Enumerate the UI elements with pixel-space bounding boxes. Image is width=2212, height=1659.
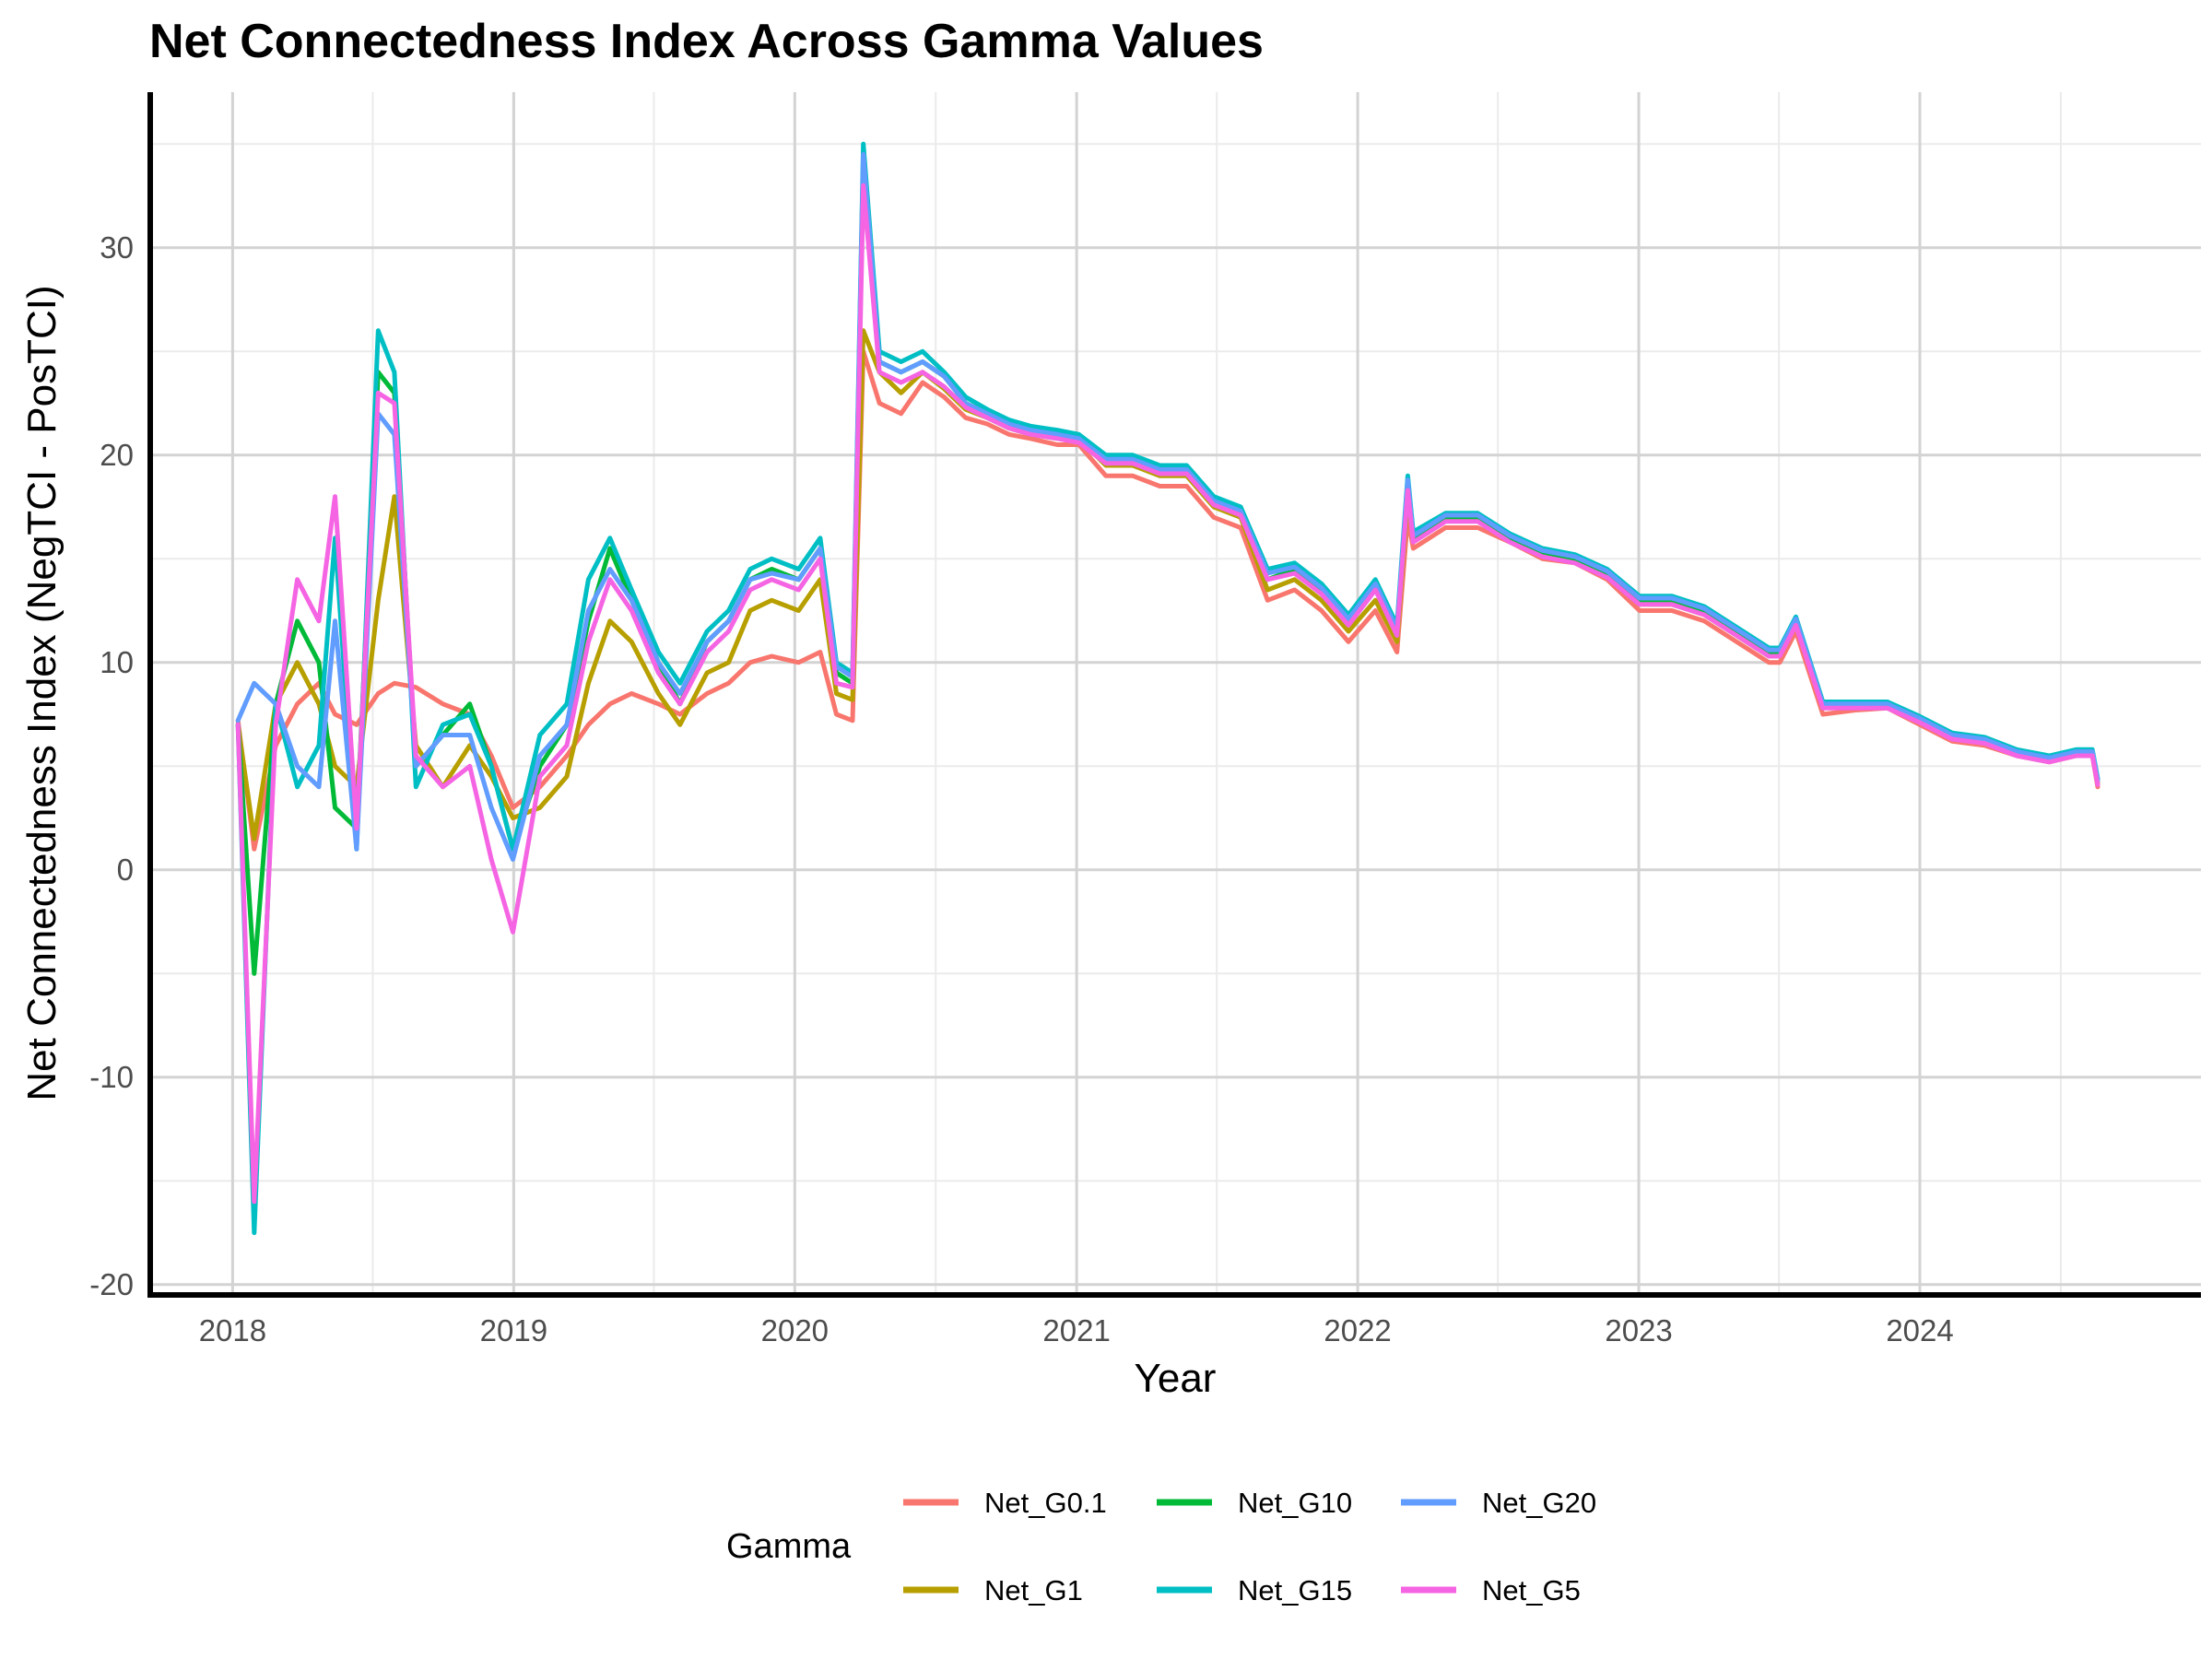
legend-label-net-g10: Net_G10 [1238,1487,1352,1519]
y-tick-label: 30 [100,230,134,265]
x-tick-label: 2023 [1605,1313,1672,1347]
x-tick-label: 2019 [480,1313,547,1347]
legend: Gamma Net_G0.1 Net_G1 Net_G10 Net_G15 Net_G2… [726,1487,1596,1606]
major-gridlines [150,92,2201,1295]
y-tick-labels: -20 -10 0 10 20 30 [89,230,134,1301]
x-tick-label: 2020 [761,1313,829,1347]
series-line-net-g20 [235,152,2100,862]
y-axis-title: Net Connectedness Index (NegTCI - PosTCI… [19,285,65,1100]
y-tick-label: -10 [89,1060,134,1094]
y-tick-label: 0 [117,853,134,887]
x-tick-label: 2024 [1886,1313,1953,1347]
x-axis-title: Year [1135,1356,1217,1401]
y-tick-label: 20 [100,438,134,472]
series-line-net-g0-1 [235,348,2100,852]
x-tick-label: 2018 [199,1313,266,1347]
legend-label-net-g20: Net_G20 [1482,1487,1596,1519]
legend-title: Gamma [726,1527,852,1566]
series-lines [235,141,2100,1235]
legend-label-net-g0-1: Net_G0.1 [984,1487,1107,1519]
x-tick-label: 2022 [1324,1313,1391,1347]
x-tick-label: 2021 [1042,1313,1110,1347]
minor-gridlines [150,92,2201,1295]
series-line-net-g1 [235,328,2100,841]
y-tick-label: 10 [100,645,134,679]
legend-label-net-g1: Net_G1 [984,1574,1083,1606]
legend-label-net-g15: Net_G15 [1238,1574,1352,1606]
legend-label-net-g5: Net_G5 [1482,1574,1581,1606]
chart-title: Net Connectedness Index Across Gamma Val… [149,15,1264,68]
x-tick-labels: 2018 2019 2020 2021 2022 2023 2024 [199,1313,1954,1347]
y-tick-label: -20 [89,1267,134,1301]
series-line-net-g5 [235,182,2100,1205]
